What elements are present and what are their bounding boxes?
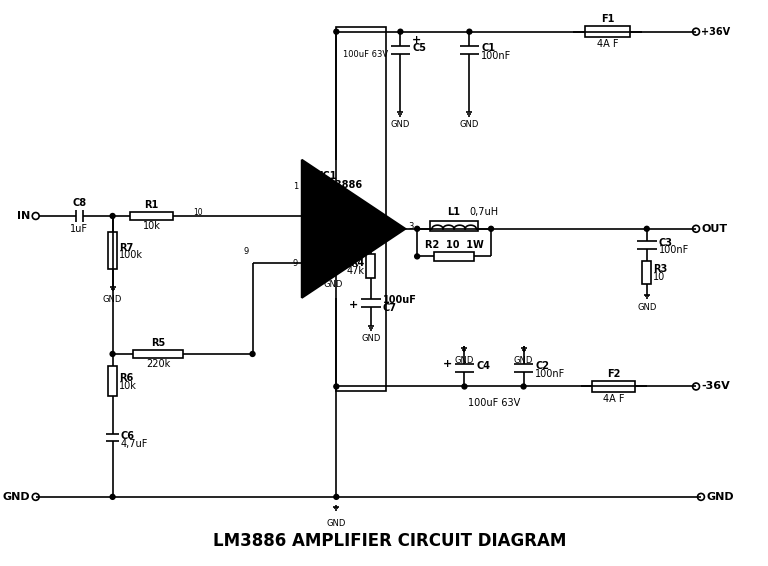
Circle shape: [467, 29, 472, 34]
Text: 1: 1: [293, 182, 298, 191]
Text: R4: R4: [350, 258, 364, 268]
Text: C4: C4: [476, 361, 490, 371]
Text: 9: 9: [293, 259, 298, 268]
Text: +: +: [412, 36, 422, 45]
Circle shape: [334, 495, 339, 499]
Text: L1: L1: [448, 207, 461, 217]
Text: GND: GND: [707, 492, 734, 502]
Circle shape: [334, 384, 339, 389]
Bar: [108, 231, 117, 269]
Text: -: -: [310, 182, 314, 192]
Circle shape: [398, 29, 403, 34]
Text: LM3886 AMPLIFIER CIRCUIT DIAGRAM: LM3886 AMPLIFIER CIRCUIT DIAGRAM: [213, 532, 566, 550]
Text: GND: GND: [455, 356, 474, 365]
Bar: [130, 212, 173, 220]
Text: +36V: +36V: [701, 27, 730, 37]
Text: IC1: IC1: [319, 171, 337, 182]
Text: GND: GND: [2, 492, 30, 502]
Text: 7: 7: [312, 238, 317, 247]
Text: OUT: OUT: [702, 224, 728, 234]
Text: 4: 4: [312, 214, 317, 223]
Circle shape: [110, 495, 115, 499]
Bar: [133, 350, 183, 358]
Text: 100nF: 100nF: [535, 368, 566, 379]
Text: 10: 10: [194, 208, 203, 217]
Text: -36V: -36V: [701, 381, 730, 392]
Bar: [366, 254, 376, 278]
Text: F1: F1: [601, 14, 614, 24]
Text: 4A F: 4A F: [597, 39, 618, 49]
Text: LM3886: LM3886: [319, 181, 362, 190]
Bar: [336, 27, 386, 392]
Text: 10: 10: [653, 272, 665, 282]
Text: 100uF 63V: 100uF 63V: [468, 398, 520, 408]
Text: υ: υ: [306, 201, 311, 208]
Circle shape: [462, 384, 467, 389]
Text: C1: C1: [482, 44, 495, 53]
Text: 47k: 47k: [346, 265, 364, 276]
Bar: [434, 252, 475, 261]
Text: R7: R7: [119, 242, 133, 252]
Text: R6: R6: [119, 373, 133, 383]
Text: GND: GND: [391, 121, 410, 130]
Polygon shape: [302, 160, 406, 298]
Text: 9: 9: [243, 247, 249, 256]
Text: 1uF: 1uF: [70, 224, 88, 234]
Text: GND: GND: [460, 121, 479, 130]
Text: R1: R1: [144, 200, 159, 209]
Circle shape: [488, 226, 494, 231]
Circle shape: [250, 351, 255, 357]
Text: GND: GND: [361, 335, 380, 343]
Text: R5: R5: [151, 337, 165, 348]
Circle shape: [334, 29, 339, 34]
Text: 220k: 220k: [146, 359, 170, 370]
Text: GND: GND: [514, 356, 533, 365]
Bar: [108, 366, 117, 396]
Text: R3: R3: [653, 264, 667, 274]
Text: 4A F: 4A F: [603, 394, 624, 404]
Text: 10k: 10k: [143, 221, 161, 231]
Circle shape: [415, 254, 419, 259]
Bar: [642, 261, 651, 284]
Text: R2  10  1W: R2 10 1W: [425, 240, 484, 250]
Text: C7: C7: [382, 303, 396, 312]
Text: F2: F2: [607, 369, 621, 379]
Text: +: +: [442, 359, 452, 368]
Text: 100uF 63V: 100uF 63V: [343, 50, 389, 59]
Text: +: +: [310, 258, 319, 268]
Text: +: +: [349, 299, 358, 310]
Text: 0,7uH: 0,7uH: [469, 207, 498, 217]
Bar: [592, 381, 635, 392]
Bar: [430, 221, 478, 231]
Text: C5: C5: [412, 44, 426, 53]
Text: 100nF: 100nF: [482, 52, 511, 61]
Text: 4,7uF: 4,7uF: [121, 439, 148, 449]
Text: GND: GND: [326, 518, 346, 528]
Text: C8: C8: [72, 198, 86, 208]
Text: C2: C2: [535, 361, 549, 371]
Text: 100k: 100k: [119, 250, 143, 260]
Text: ∞: ∞: [323, 214, 330, 223]
Text: IN: IN: [17, 211, 30, 221]
Circle shape: [369, 226, 373, 231]
Circle shape: [415, 226, 419, 231]
Text: 100nF: 100nF: [659, 246, 689, 255]
Text: 3: 3: [409, 222, 414, 231]
Bar: [585, 26, 630, 37]
Text: 10k: 10k: [119, 381, 137, 391]
Text: C6: C6: [121, 431, 135, 441]
Text: 100uF: 100uF: [382, 295, 416, 305]
Circle shape: [521, 384, 526, 389]
Text: GND: GND: [323, 280, 343, 289]
Text: GND: GND: [637, 303, 657, 312]
Text: C3: C3: [659, 238, 673, 247]
Circle shape: [110, 351, 115, 357]
Text: GND: GND: [103, 295, 122, 304]
Circle shape: [110, 213, 115, 218]
Circle shape: [644, 226, 649, 231]
